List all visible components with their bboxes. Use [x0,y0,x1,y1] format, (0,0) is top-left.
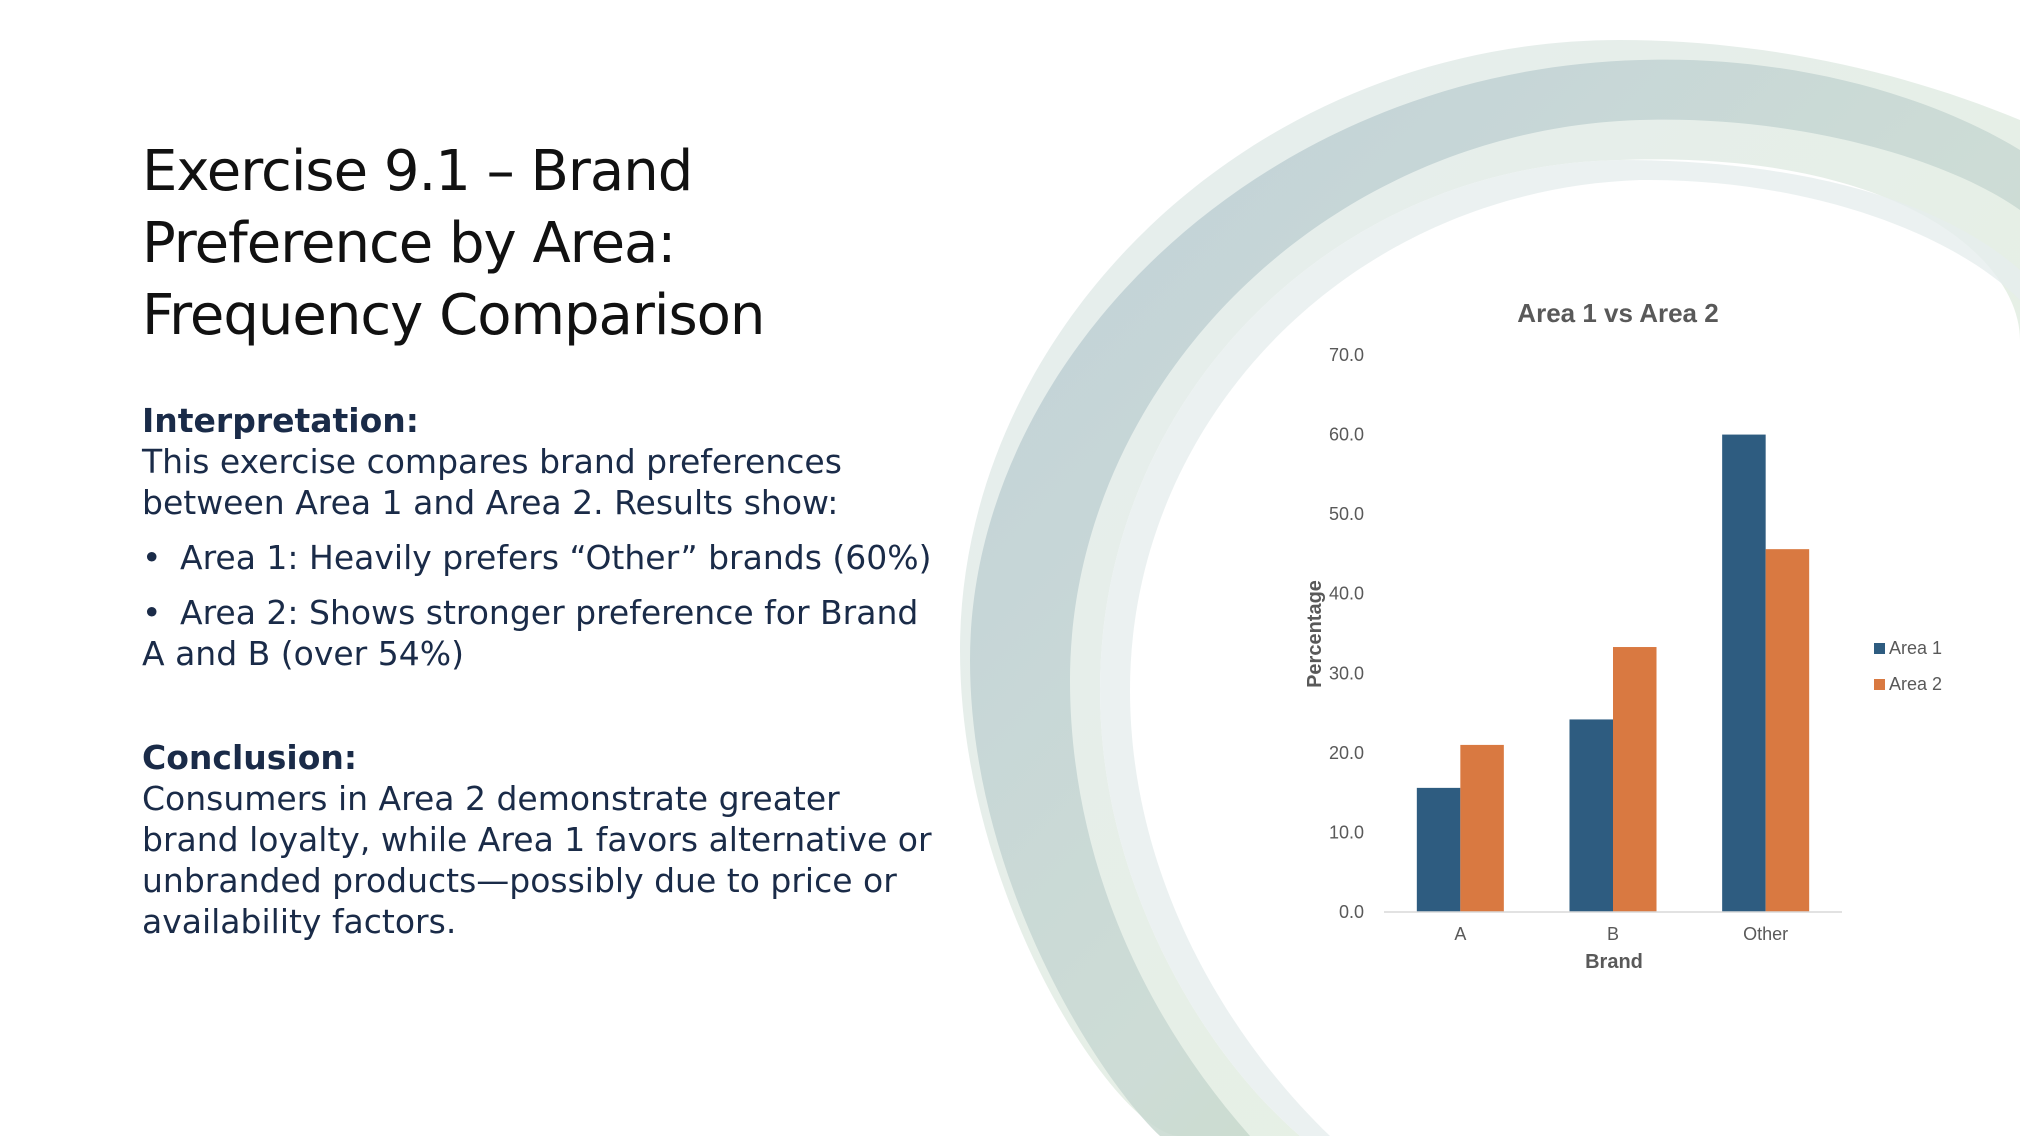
chart-legend: Area 1 Area 2 [1874,638,1942,694]
slide-title-line: Preference by Area: [142,211,676,276]
bullet-item: • Area 1: Heavily prefers “Other” brands … [142,537,942,578]
conclusion-line: unbranded products—possibly due to price… [142,861,897,900]
interpretation-line: This exercise compares brand preferences [142,442,842,481]
y-tick-label: 50.0 [1329,504,1364,524]
conclusion-line: availability factors. [142,902,457,941]
legend-swatch [1874,679,1885,690]
bar-area-1-a [1416,787,1461,912]
x-tick-labels: A B Other [1454,924,1788,944]
y-tick-labels: 0.0 10.0 20.0 30.0 40.0 50.0 60.0 70.0 [1329,345,1364,922]
bullet-text-continuation: A and B (over 54%) [142,634,464,673]
conclusion-line: Consumers in Area 2 demonstrate greater [142,779,840,818]
bullet-text: Area 1: Heavily prefers “Other” brands (… [180,538,932,577]
bullet-text: Area 2: Shows stronger preference for Br… [180,593,919,632]
y-tick-label: 10.0 [1329,822,1364,842]
y-tick-label: 60.0 [1329,425,1364,445]
slide-title-line: Exercise 9.1 – Brand [142,139,693,204]
y-tick-label: 40.0 [1329,584,1364,604]
bar-chart: Area 1 vs Area 2 Percentage Brand 0.0 10.… [1304,298,1942,973]
chart-title: Area 1 vs Area 2 [1517,298,1718,328]
bullet-dot-icon: • [142,593,162,632]
y-tick-label: 20.0 [1329,743,1364,763]
bar-area-2-a [1460,744,1504,912]
y-axis-label: Percentage [1304,580,1326,688]
conclusion-heading: Conclusion: [142,738,358,777]
interpretation-section: Interpretation: This exercise compares b… [142,400,942,674]
y-tick-label: 0.0 [1339,902,1364,922]
bullet-dot-icon: • [142,538,162,577]
x-tick-label: B [1607,924,1619,944]
conclusion-line: brand loyalty, while Area 1 favors alter… [142,820,932,859]
bar-area-2-other [1765,549,1810,912]
x-axis-label: Brand [1585,951,1643,973]
slide-title: Exercise 9.1 – Brand Preference by Area:… [142,136,962,352]
conclusion-section: Conclusion: Consumers in Area 2 demonstr… [142,737,942,942]
interpretation-line: between Area 1 and Area 2. Results show: [142,483,839,522]
y-tick-label: 30.0 [1329,663,1364,683]
legend-swatch [1874,643,1885,654]
y-tick-label: 70.0 [1329,345,1364,365]
bars [1416,434,1810,912]
x-tick-label: Other [1743,924,1788,944]
bar-area-2-b [1613,647,1657,912]
legend-label: Area 2 [1889,674,1942,694]
bar-area-1-b [1569,719,1613,912]
interpretation-heading: Interpretation: [142,401,419,440]
slide-title-line: Frequency Comparison [142,283,765,348]
bullet-item: • Area 2: Shows stronger preference for B… [142,592,942,674]
x-tick-label: A [1454,924,1466,944]
legend-label: Area 1 [1889,638,1942,658]
bar-area-1-other [1722,434,1766,912]
